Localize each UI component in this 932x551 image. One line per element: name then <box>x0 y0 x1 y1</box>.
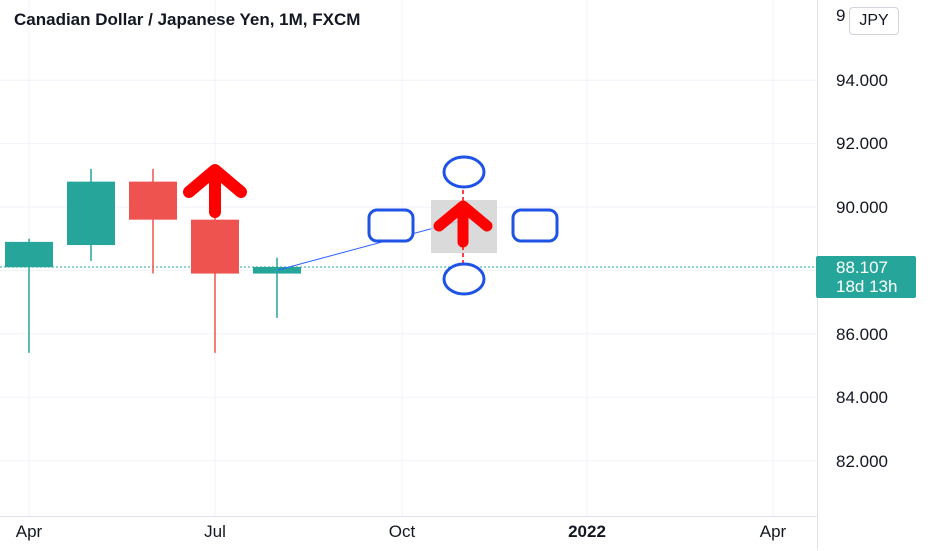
candle-body[interactable] <box>253 267 301 274</box>
price-tick: 94.000 <box>836 71 888 90</box>
candle-body[interactable] <box>67 181 115 246</box>
currency-button[interactable]: JPY <box>849 7 899 35</box>
resize-handle-bottom[interactable] <box>442 262 486 296</box>
time-scale[interactable] <box>0 516 817 551</box>
resize-handle-top[interactable] <box>442 155 486 189</box>
resize-handle-right[interactable] <box>511 208 559 243</box>
resize-handle-left[interactable] <box>367 208 415 243</box>
candle-body[interactable] <box>5 241 53 268</box>
price-tick-top-partial: 9 <box>836 6 846 25</box>
grid-lines <box>0 0 817 516</box>
last-price-value: 88.107 <box>836 258 888 277</box>
candle-body[interactable] <box>191 219 239 274</box>
price-tick: 82.000 <box>836 452 888 471</box>
bar-countdown: 18d 13h <box>836 277 898 296</box>
price-tick: 86.000 <box>836 325 888 344</box>
time-tick: Apr <box>759 522 787 541</box>
time-tick: Oct <box>388 522 416 541</box>
last-price-label: 88.107 18d 13h <box>816 256 916 298</box>
time-tick: Apr <box>15 522 43 541</box>
price-tick: 92.000 <box>836 134 888 153</box>
time-tick: Jul <box>204 522 226 541</box>
arrow-up-icon[interactable] <box>183 164 247 218</box>
chart-title: Canadian Dollar / Japanese Yen, 1M, FXCM <box>14 10 361 29</box>
time-tick: 2022 <box>568 522 606 541</box>
price-tick: 84.000 <box>836 388 888 407</box>
candles[interactable] <box>5 168 301 353</box>
trend-line[interactable] <box>277 220 461 271</box>
arrow-up-icon[interactable] <box>433 200 493 248</box>
candle-body[interactable] <box>129 181 177 220</box>
price-tick: 90.000 <box>836 198 888 217</box>
